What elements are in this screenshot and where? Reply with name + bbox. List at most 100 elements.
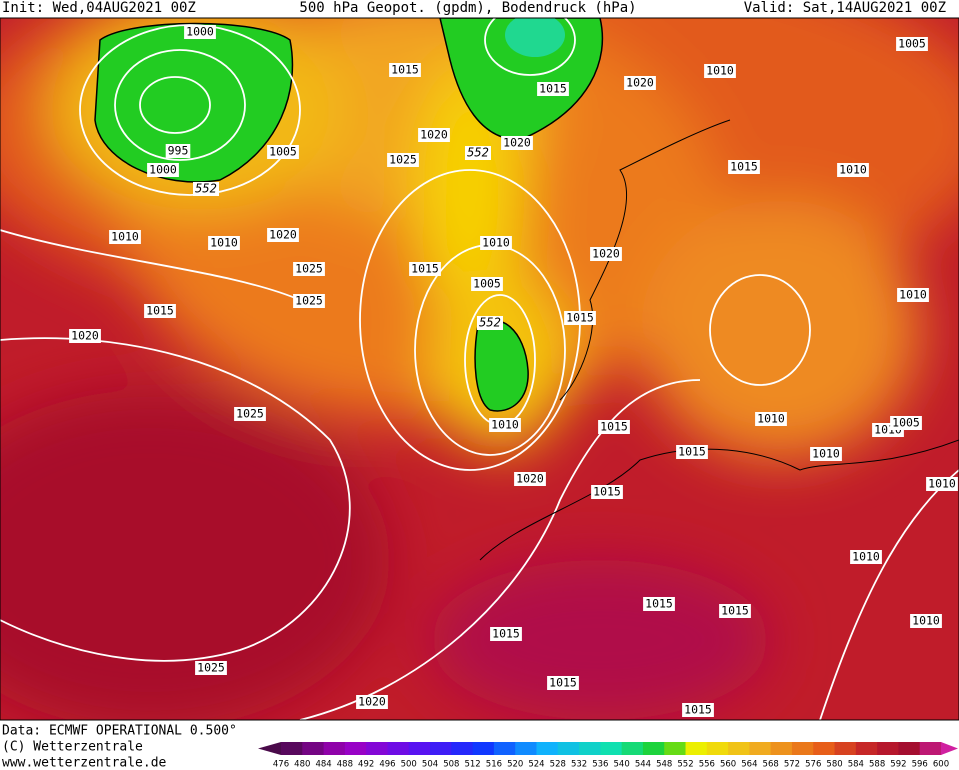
colorbar-swatch: [302, 742, 325, 755]
colorbar-swatch: [877, 742, 899, 755]
isobar-label-box: [387, 153, 419, 167]
isobar-label-box: [69, 329, 101, 343]
isobar-label: 1005: [892, 416, 920, 430]
isobar-label: 1025: [197, 661, 225, 675]
isobar-label-box: [564, 311, 596, 325]
isobar-label-box: [234, 407, 266, 421]
isobar-label: 1015: [411, 262, 439, 276]
isobar-label-box: [926, 477, 958, 491]
colorbar-label: 484: [315, 760, 331, 770]
colorbar-label: 496: [379, 760, 395, 770]
isobar-label-box: [195, 661, 227, 675]
isobar-label-box: [208, 236, 240, 250]
isobar-label-box: [418, 128, 450, 142]
colorbar-label: 524: [528, 760, 544, 770]
colorbar-swatch: [813, 742, 836, 755]
geopotential-label: 552: [467, 146, 489, 160]
colorbar-swatch: [493, 742, 516, 755]
isobar-label-box: [837, 163, 869, 177]
isobar-label: 1020: [358, 695, 386, 709]
isobar-label: 1020: [71, 329, 99, 343]
isobar-label-box: [501, 136, 533, 150]
map-field: [0, 18, 959, 720]
isobar-labels: 1000 1015 1015 1020 1010 1005 1020 1020 1025 1005…: [69, 25, 958, 717]
isobar-label-box: [480, 236, 512, 250]
isobar-label-box: [890, 416, 922, 430]
isobar-label: 1010: [482, 236, 510, 250]
isobar-label-box: [896, 37, 928, 51]
isobar-label-box: [719, 604, 751, 618]
isobar-label-box: [356, 695, 388, 709]
isobar-label: 1015: [539, 82, 567, 96]
colorbar-label: 500: [401, 760, 417, 770]
isobar-label-box: [147, 163, 179, 177]
isobar-label: 1015: [645, 597, 673, 611]
colorbar-label: 536: [592, 760, 608, 770]
isobar-label: 995: [168, 144, 189, 158]
isobar-label-box: [490, 627, 522, 641]
isobar-label: 1020: [592, 247, 620, 261]
isobar-label-box: [910, 614, 942, 628]
colorbar-swatch: [387, 742, 410, 755]
isobar-label: 1010: [491, 418, 519, 432]
isobar-label: 1015: [146, 304, 174, 318]
colorbar-label: 576: [805, 760, 821, 770]
isobar-label-box: [590, 247, 622, 261]
isobar-label-box: [728, 160, 760, 174]
isobar-label: 1020: [503, 136, 531, 150]
colorbar-swatch: [366, 742, 388, 755]
isobar-label-box: [489, 418, 521, 432]
colorbar-swatch: [770, 742, 793, 755]
geopotential-label-box: [465, 146, 491, 160]
isobar-label: 1010: [852, 550, 880, 564]
colorbar-swatch: [472, 742, 495, 755]
colorbar-label: 596: [912, 760, 928, 770]
isobar-label: 1010: [812, 447, 840, 461]
isobar-label-box: [897, 288, 929, 302]
colorbar-label: 564: [741, 760, 757, 770]
isobar-label-box: [144, 304, 176, 318]
isobar-label: 1015: [678, 445, 706, 459]
colorbar-label: 572: [784, 760, 800, 770]
colorbar-label: 584: [848, 760, 864, 770]
isobar-label: 1015: [721, 604, 749, 618]
isobar-label: 1015: [549, 676, 577, 690]
isobar-label-box: [165, 144, 191, 158]
isobar-label: 1015: [593, 485, 621, 499]
colorbar-swatch: [536, 742, 559, 755]
init-time: Init: Wed,04AUG2021 00Z: [2, 0, 196, 16]
isobar-label-box: [547, 676, 579, 690]
colorbar-swatch: [579, 742, 601, 755]
colorbar-label: 532: [571, 760, 587, 770]
isobar-label: 1015: [730, 160, 758, 174]
colorbar-swatch: [451, 742, 474, 755]
isobar-label-box: [471, 277, 503, 291]
isobar-label: 1005: [473, 277, 501, 291]
colorbar-swatch: [728, 742, 750, 755]
isobar-label: 1010: [899, 288, 927, 302]
isobar-label-box: [591, 485, 623, 499]
isobar-label-box: [184, 25, 216, 39]
colorbar-label: 516: [486, 760, 502, 770]
colorbar-swatch: [344, 742, 367, 755]
colorbar-swatch: [919, 742, 942, 755]
isobar-label-box: [409, 262, 441, 276]
isobar-label-box: [643, 597, 675, 611]
colorbar-swatch: [430, 742, 452, 755]
isobar-label: 1015: [600, 420, 628, 434]
colorbar-label: 492: [358, 760, 374, 770]
colorbar-label: 548: [656, 760, 672, 770]
colorbar-label: 552: [677, 760, 693, 770]
colorbar-label: 480: [294, 760, 310, 770]
colorbar-label: 504: [422, 760, 438, 770]
colorbar-swatch: [685, 742, 708, 755]
colorbar-end: [941, 742, 958, 755]
isobar-label-box: [850, 550, 882, 564]
colorbar-label: 580: [826, 760, 842, 770]
colorbar-swatch: [749, 742, 772, 755]
isobar-label: 1000: [149, 163, 177, 177]
isobar-label-box: [598, 420, 630, 434]
colorbar-swatch: [898, 742, 921, 755]
isobar-label: 1020: [269, 228, 297, 242]
